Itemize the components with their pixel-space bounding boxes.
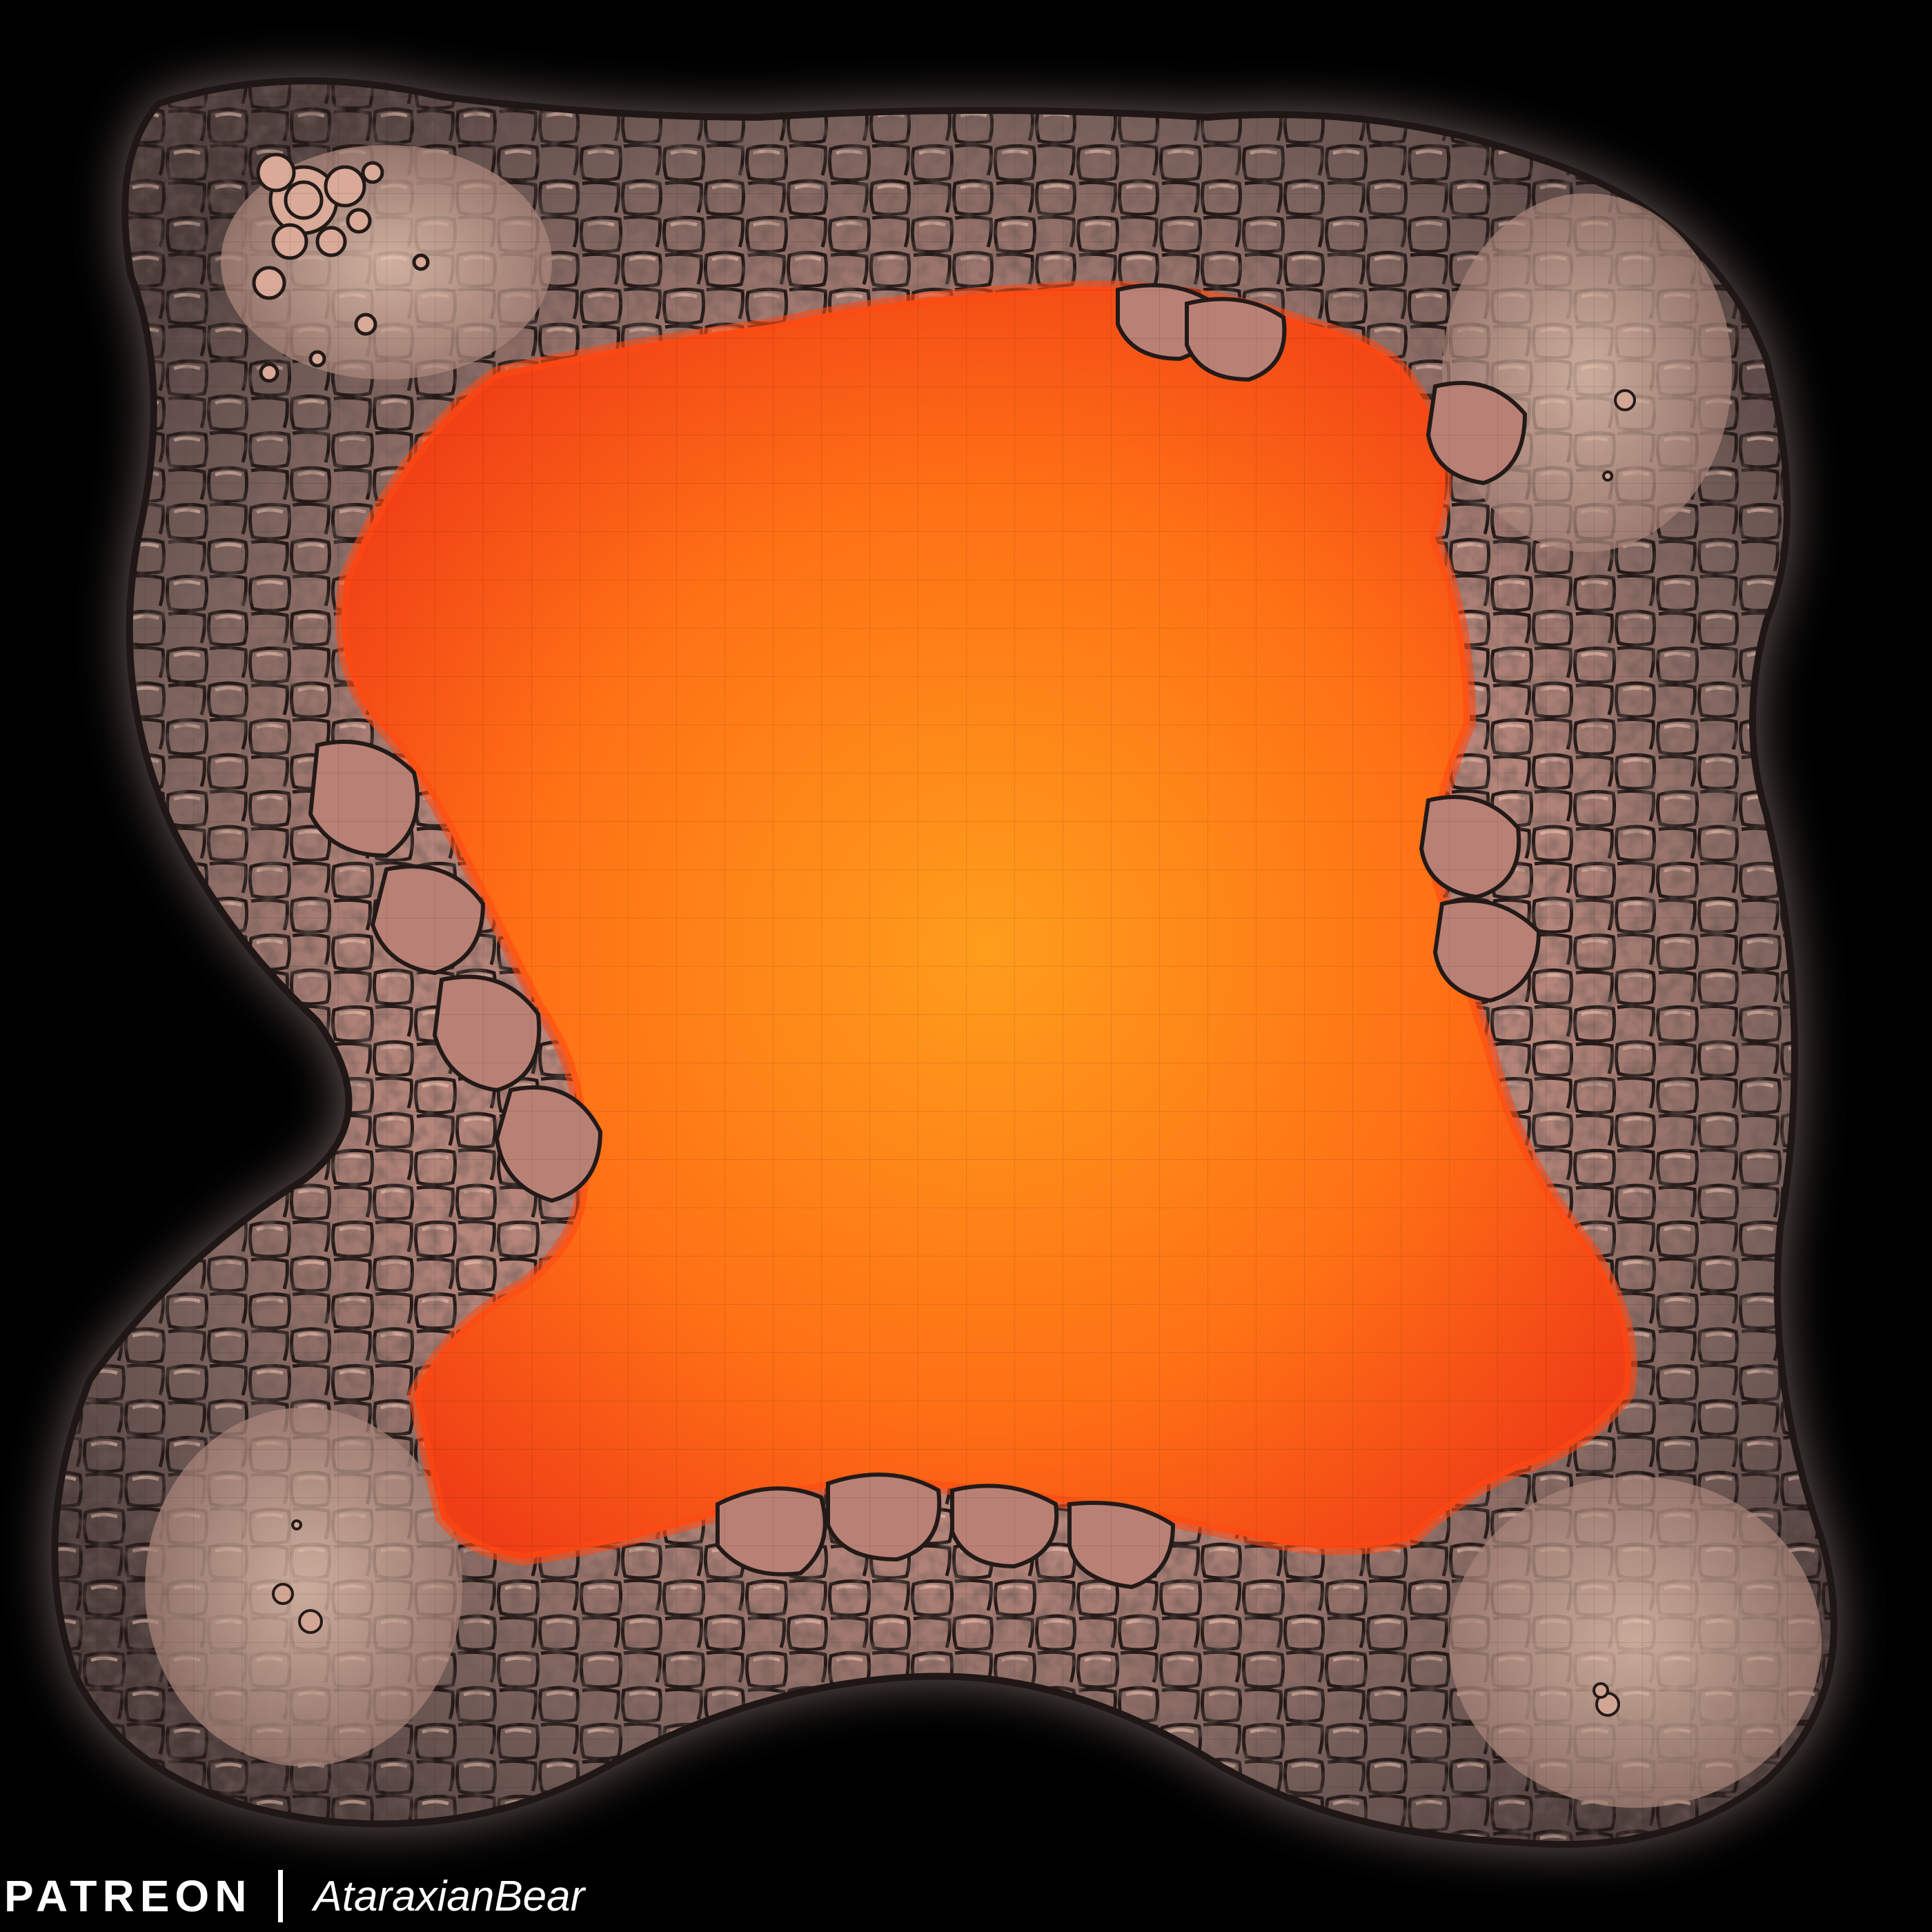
watermark: PATREON AtaraxianBear — [0, 1860, 584, 1932]
watermark-divider — [278, 1870, 284, 1922]
author-name-label: AtaraxianBear — [313, 1872, 585, 1920]
patreon-brand-label: PATREON — [4, 1871, 253, 1921]
